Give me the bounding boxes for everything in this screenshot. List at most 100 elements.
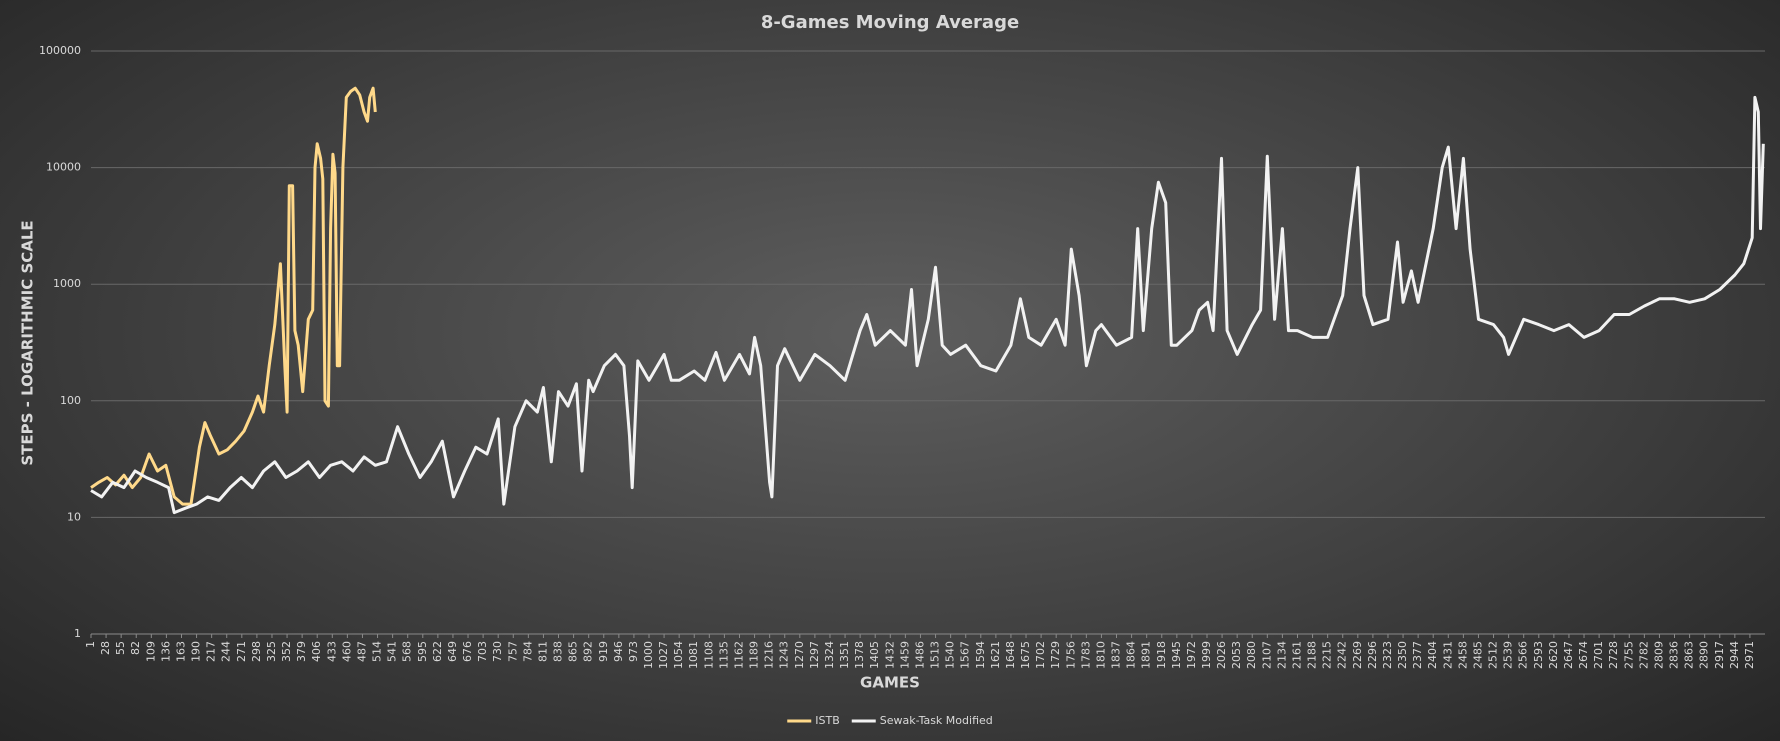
x-tick-label: 325 [265, 641, 278, 662]
x-tick-label: 1405 [868, 641, 881, 669]
x-tick-label: 514 [371, 641, 384, 662]
x-tick-label: 2944 [1728, 641, 1741, 669]
x-tick-label: 2458 [1456, 641, 1469, 669]
x-tick-label: 82 [129, 641, 142, 655]
x-tick-label: 730 [491, 641, 504, 662]
x-tick-label: 352 [280, 641, 293, 662]
x-tick-label: 1135 [717, 641, 730, 669]
series-line [90, 95, 1765, 515]
x-tick-label: 973 [627, 641, 640, 662]
x-tick-label: 595 [416, 641, 429, 662]
x-tick-label: 1540 [944, 641, 957, 669]
x-tick-label: 2836 [1668, 641, 1681, 669]
x-tick-label: 190 [190, 641, 203, 662]
x-tick-label: 2674 [1577, 641, 1590, 669]
x-tick-label: 1081 [687, 641, 700, 669]
x-tick-label: 1810 [1094, 641, 1107, 669]
x-tick-label: 2431 [1441, 641, 1454, 669]
x-tick-label: 2242 [1336, 641, 1349, 669]
x-tick-label: 1216 [763, 641, 776, 669]
y-tick-label: 10 [67, 510, 81, 523]
x-tick-label: 136 [159, 641, 172, 662]
x-tick-label: 1783 [1079, 641, 1092, 669]
x-tick-label: 1621 [989, 641, 1002, 669]
x-tick-label: 1891 [1140, 641, 1153, 669]
x-tick-label: 2647 [1562, 641, 1575, 669]
x-tick-label: 1351 [838, 641, 851, 669]
x-tick-label: 487 [355, 641, 368, 662]
x-tick-label: 2512 [1487, 641, 1500, 669]
x-tick-label: 163 [174, 641, 187, 662]
x-tick-label: 1702 [1034, 641, 1047, 669]
x-tick-label: 919 [597, 641, 610, 662]
x-tick-label: 2809 [1652, 641, 1665, 669]
x-tick-label: 568 [401, 641, 414, 662]
x-tick-label: 55 [114, 641, 127, 655]
x-tick-label: 1756 [1064, 641, 1077, 669]
x-tick-label: 2269 [1351, 641, 1364, 669]
x-tick-label: 1027 [657, 641, 670, 669]
legend-label: Sewak-Task Modified [880, 714, 993, 727]
x-tick-label: 109 [144, 641, 157, 662]
x-tick-label: 622 [431, 641, 444, 662]
x-tick-label: 1000 [642, 641, 655, 669]
x-tick-label: 2323 [1381, 641, 1394, 669]
x-tick-label: 2755 [1622, 641, 1635, 669]
x-tick-label: 892 [582, 641, 595, 662]
x-tick-label: 2107 [1260, 641, 1273, 669]
x-tick-label: 1594 [974, 641, 987, 669]
x-tick-label: 1729 [1049, 641, 1062, 669]
x-tick-label: 298 [250, 641, 263, 662]
y-tick-label: 100 [60, 394, 81, 407]
x-tick-label: 2080 [1245, 641, 1258, 669]
x-tick-label: 865 [567, 641, 580, 662]
x-tick-label: 1486 [913, 641, 926, 669]
x-tick-label: 1567 [959, 641, 972, 669]
series-line [90, 86, 377, 506]
y-tick-label: 100000 [39, 44, 81, 57]
x-tick-label: 2188 [1306, 641, 1319, 669]
y-tick-label: 10000 [46, 161, 81, 174]
x-tick-label: 811 [536, 641, 549, 662]
x-tick-label: 2404 [1426, 641, 1439, 669]
x-tick-label: 2026 [1215, 641, 1228, 669]
x-tick-label: 1054 [672, 641, 685, 669]
x-tick-label: 2215 [1321, 641, 1334, 669]
x-tick-label: 1513 [929, 641, 942, 669]
x-tick-label: 1459 [898, 641, 911, 669]
x-tick-label: 1675 [1019, 641, 1032, 669]
x-tick-label: 1324 [823, 641, 836, 669]
x-tick-label: 1648 [1004, 641, 1017, 669]
x-tick-label: 1972 [1185, 641, 1198, 669]
x-tick-label: 217 [205, 641, 218, 662]
x-tick-label: 244 [220, 641, 233, 662]
x-tick-label: 2593 [1532, 641, 1545, 669]
x-tick-label: 2971 [1743, 641, 1756, 669]
x-tick-label: 676 [461, 641, 474, 662]
x-tick-label: 2539 [1502, 641, 1515, 669]
x-tick-label: 1108 [702, 641, 715, 669]
x-tick-label: 2053 [1230, 641, 1243, 669]
y-axis-title: STEPS - LOGARITHMIC SCALE [19, 220, 37, 465]
x-axis-title: GAMES [860, 674, 920, 692]
y-tick-label: 1 [74, 627, 81, 640]
x-tick-label: 1 [84, 641, 97, 648]
x-tick-label: 1945 [1170, 641, 1183, 669]
x-tick-label: 2701 [1592, 641, 1605, 669]
x-tick-label: 838 [552, 641, 565, 662]
x-tick-label: 433 [325, 641, 338, 662]
x-tick-label: 1243 [778, 641, 791, 669]
x-tick-label: 1837 [1110, 641, 1123, 669]
x-tick-label: 784 [521, 641, 534, 662]
x-tick-label: 1999 [1200, 641, 1213, 669]
x-tick-label: 2620 [1547, 641, 1560, 669]
x-tick-label: 541 [386, 641, 399, 662]
x-tick-label: 1270 [793, 641, 806, 669]
x-tick-label: 1297 [808, 641, 821, 669]
legend: ISTB Sewak-Task Modified [787, 714, 993, 727]
y-tick-label: 1000 [53, 277, 81, 290]
x-tick-label: 2134 [1275, 641, 1288, 669]
x-tick-label: 460 [340, 641, 353, 662]
